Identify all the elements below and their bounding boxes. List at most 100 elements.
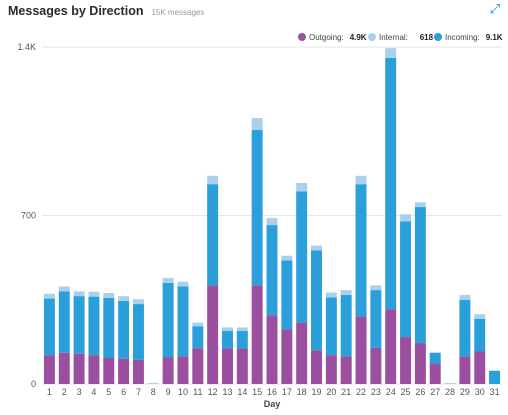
bar-stack-day-2[interactable] bbox=[58, 286, 70, 384]
bar-internal-day-13[interactable] bbox=[221, 327, 233, 332]
bar-incoming-day-21[interactable] bbox=[340, 294, 352, 357]
bar-outgoing-day-4[interactable] bbox=[88, 355, 100, 384]
bar-internal-day-22[interactable] bbox=[355, 175, 367, 185]
bar-incoming-day-19[interactable] bbox=[311, 250, 323, 351]
bar-incoming-day-11[interactable] bbox=[192, 326, 204, 349]
bar-internal-day-3[interactable] bbox=[73, 291, 85, 297]
bar-internal-day-4[interactable] bbox=[88, 291, 100, 297]
bar-incoming-day-16[interactable] bbox=[266, 225, 278, 316]
bar-stack-day-11[interactable] bbox=[192, 322, 204, 384]
bar-stack-day-25[interactable] bbox=[400, 214, 412, 384]
bar-stack-day-7[interactable] bbox=[132, 299, 144, 384]
bar-stack-day-15[interactable] bbox=[251, 118, 263, 384]
bar-internal-day-28[interactable] bbox=[444, 383, 456, 384]
bar-incoming-day-29[interactable] bbox=[459, 299, 471, 357]
bar-stack-day-8[interactable] bbox=[147, 383, 159, 384]
bar-stack-day-10[interactable] bbox=[177, 281, 189, 384]
bar-incoming-day-17[interactable] bbox=[281, 260, 293, 330]
bar-incoming-day-18[interactable] bbox=[296, 191, 308, 323]
bar-incoming-day-30[interactable] bbox=[474, 319, 486, 352]
bar-outgoing-day-13[interactable] bbox=[221, 348, 233, 384]
bar-internal-day-7[interactable] bbox=[132, 299, 144, 305]
bar-stack-day-26[interactable] bbox=[414, 202, 426, 384]
bar-internal-day-15[interactable] bbox=[251, 118, 263, 131]
bar-internal-day-12[interactable] bbox=[207, 175, 219, 185]
bar-incoming-day-9[interactable] bbox=[162, 282, 174, 358]
bar-outgoing-day-5[interactable] bbox=[103, 358, 115, 384]
bar-stack-day-13[interactable] bbox=[221, 327, 233, 384]
bar-internal-day-23[interactable] bbox=[370, 285, 382, 291]
bar-internal-day-5[interactable] bbox=[103, 293, 115, 298]
bar-outgoing-day-26[interactable] bbox=[414, 343, 426, 384]
bar-outgoing-day-29[interactable] bbox=[459, 356, 471, 384]
bar-stack-day-27[interactable] bbox=[429, 352, 441, 384]
bar-outgoing-day-22[interactable] bbox=[355, 316, 367, 384]
bar-internal-day-17[interactable] bbox=[281, 255, 293, 261]
bar-stack-day-29[interactable] bbox=[459, 294, 471, 384]
bar-internal-day-9[interactable] bbox=[162, 278, 174, 283]
bar-outgoing-day-17[interactable] bbox=[281, 329, 293, 384]
bar-outgoing-day-3[interactable] bbox=[73, 353, 85, 384]
legend-item-internal[interactable]: Internal: 618 bbox=[368, 33, 434, 42]
bar-stack-day-30[interactable] bbox=[474, 314, 486, 384]
bar-internal-day-21[interactable] bbox=[340, 290, 352, 295]
bar-outgoing-day-7[interactable] bbox=[132, 359, 144, 384]
bar-incoming-day-12[interactable] bbox=[207, 184, 219, 286]
bar-incoming-day-27[interactable] bbox=[429, 352, 441, 364]
bar-internal-day-19[interactable] bbox=[311, 245, 323, 251]
legend-item-incoming[interactable]: Incoming: 9.1K bbox=[434, 33, 503, 42]
bar-stack-day-12[interactable] bbox=[207, 175, 219, 384]
bar-outgoing-day-30[interactable] bbox=[474, 351, 486, 384]
bar-stack-day-22[interactable] bbox=[355, 175, 367, 384]
bar-incoming-day-3[interactable] bbox=[73, 296, 85, 354]
bar-outgoing-day-23[interactable] bbox=[370, 347, 382, 384]
bar-incoming-day-1[interactable] bbox=[43, 298, 55, 356]
bar-internal-day-10[interactable] bbox=[177, 281, 189, 287]
bar-outgoing-day-9[interactable] bbox=[162, 357, 174, 384]
bar-stack-day-17[interactable] bbox=[281, 255, 293, 384]
bar-internal-day-18[interactable] bbox=[296, 183, 308, 192]
bar-internal-day-29[interactable] bbox=[459, 294, 471, 300]
bar-outgoing-day-12[interactable] bbox=[207, 285, 219, 384]
bar-internal-day-1[interactable] bbox=[43, 293, 55, 299]
bar-incoming-day-25[interactable] bbox=[400, 221, 412, 338]
bar-outgoing-day-15[interactable] bbox=[251, 285, 263, 384]
bar-stack-day-3[interactable] bbox=[73, 291, 85, 384]
bar-internal-day-6[interactable] bbox=[118, 296, 130, 301]
bar-outgoing-day-20[interactable] bbox=[325, 355, 337, 384]
bar-incoming-day-26[interactable] bbox=[414, 207, 426, 344]
bar-incoming-day-31[interactable] bbox=[489, 370, 501, 384]
bar-incoming-day-5[interactable] bbox=[103, 297, 115, 359]
bar-outgoing-day-24[interactable] bbox=[385, 309, 397, 384]
bar-outgoing-day-11[interactable] bbox=[192, 348, 204, 384]
bar-outgoing-day-19[interactable] bbox=[311, 350, 323, 384]
bar-internal-day-2[interactable] bbox=[58, 286, 70, 292]
bar-internal-day-24[interactable] bbox=[385, 48, 397, 58]
bar-outgoing-day-1[interactable] bbox=[43, 355, 55, 384]
bar-incoming-day-4[interactable] bbox=[88, 296, 100, 356]
bar-incoming-day-6[interactable] bbox=[118, 300, 130, 359]
bar-stack-day-5[interactable] bbox=[103, 293, 115, 384]
bar-outgoing-day-27[interactable] bbox=[429, 363, 441, 384]
bar-stack-day-21[interactable] bbox=[340, 290, 352, 384]
bar-internal-day-26[interactable] bbox=[414, 202, 426, 208]
bar-stack-day-4[interactable] bbox=[88, 291, 100, 384]
bar-stack-day-31[interactable] bbox=[489, 370, 501, 384]
bar-outgoing-day-2[interactable] bbox=[58, 352, 70, 384]
bar-stack-day-23[interactable] bbox=[370, 285, 382, 384]
bar-incoming-day-15[interactable] bbox=[251, 130, 263, 286]
bar-outgoing-day-6[interactable] bbox=[118, 358, 130, 384]
bar-stack-day-19[interactable] bbox=[311, 245, 323, 384]
bar-stack-day-24[interactable] bbox=[385, 48, 397, 384]
bar-internal-day-11[interactable] bbox=[192, 322, 204, 327]
bar-outgoing-day-16[interactable] bbox=[266, 315, 278, 384]
bar-stack-day-14[interactable] bbox=[236, 327, 248, 384]
bar-internal-day-20[interactable] bbox=[325, 292, 337, 298]
bar-internal-day-16[interactable] bbox=[266, 217, 278, 226]
bar-outgoing-day-14[interactable] bbox=[236, 348, 248, 384]
bar-stack-day-6[interactable] bbox=[118, 296, 130, 384]
legend-item-outgoing[interactable]: Outgoing: 4.9K bbox=[298, 33, 367, 42]
bar-internal-day-8[interactable] bbox=[147, 383, 159, 384]
bar-internal-day-30[interactable] bbox=[474, 314, 486, 320]
bar-stack-day-16[interactable] bbox=[266, 217, 278, 384]
